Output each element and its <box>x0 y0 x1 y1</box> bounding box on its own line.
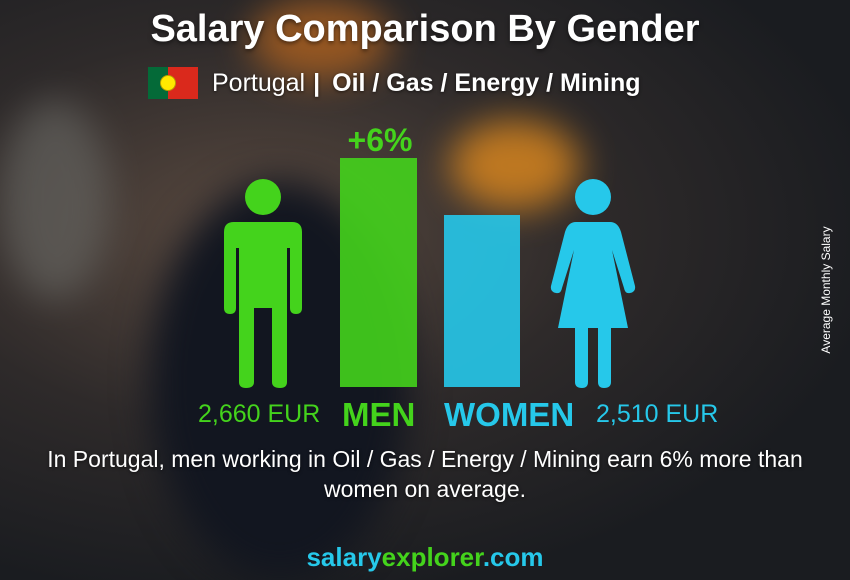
women-value-label: 2,510 EUR <box>596 400 719 428</box>
man-icon <box>224 179 302 388</box>
y-axis-label: Average Monthly Salary <box>819 226 833 354</box>
men-value-label: 2,660 EUR <box>198 400 321 428</box>
country: Portugal <box>212 68 306 97</box>
woman-icon <box>550 179 636 388</box>
bar-men <box>340 157 417 387</box>
portugal-flag-icon <box>148 67 198 99</box>
brand-part-explorer: explorer <box>381 542 483 572</box>
difference-label: +6% <box>347 122 413 158</box>
separator: | <box>313 68 321 97</box>
men-category-label: MEN <box>342 396 416 433</box>
women-category-label: WOMEN <box>444 396 575 433</box>
chart-title: Salary Comparison By Gender <box>150 8 700 50</box>
description: In Portugal, men working in Oil / Gas / … <box>47 446 803 502</box>
background-helmet <box>250 0 390 80</box>
subtitle: Portugal | Oil / Gas / Energy / Mining <box>148 66 641 100</box>
brand-part-com: .com <box>482 542 544 572</box>
brand-part-salary: salary <box>306 542 382 572</box>
brand-link[interactable]: salaryexplorer.com <box>0 542 850 573</box>
bar-women <box>444 214 520 387</box>
sector: Oil / Gas / Energy / Mining <box>332 68 641 97</box>
background-wall <box>0 100 110 300</box>
background-helmet <box>450 120 580 210</box>
